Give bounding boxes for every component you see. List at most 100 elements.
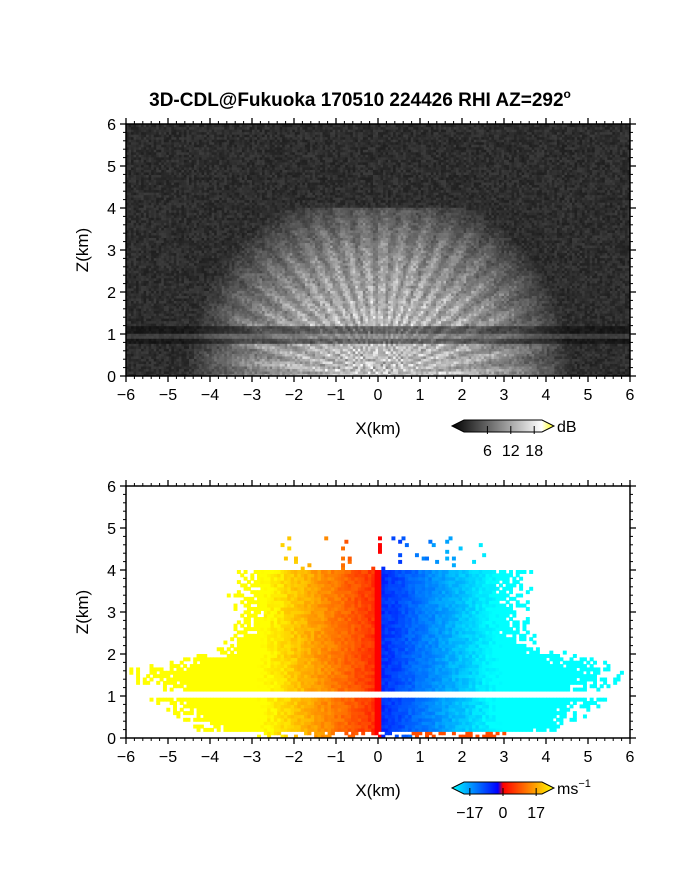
backscatter-cell	[126, 174, 130, 178]
backscatter-cell	[141, 141, 145, 145]
backscatter-cell	[126, 139, 130, 143]
backscatter-cell	[133, 297, 137, 301]
backscatter-cell	[148, 176, 152, 181]
backscatter-cell	[131, 315, 135, 319]
backscatter-cell	[158, 227, 162, 231]
backscatter-cell	[128, 131, 132, 135]
backscatter-cell	[128, 252, 132, 256]
backscatter-cell	[173, 242, 177, 246]
backscatter-cell	[163, 171, 167, 175]
backscatter-cell	[158, 333, 162, 337]
backscatter-cell	[131, 250, 135, 254]
backscatter-cell	[133, 282, 137, 286]
backscatter-cell	[156, 166, 160, 170]
backscatter-cell	[128, 355, 132, 359]
backscatter-cell	[181, 197, 185, 201]
backscatter-cell	[158, 250, 162, 254]
backscatter-cell	[146, 363, 150, 367]
backscatter-cell	[133, 189, 137, 193]
backscatter-cell	[153, 227, 157, 231]
backscatter-cell	[173, 214, 177, 218]
backscatter-cell	[153, 154, 157, 158]
backscatter-cell	[163, 252, 167, 256]
backscatter-cell	[143, 272, 147, 276]
backscatter-cell	[173, 373, 177, 376]
backscatter-cell	[173, 136, 177, 140]
backscatter-cell	[176, 214, 180, 218]
backscatter-cell	[143, 197, 147, 201]
backscatter-cell	[143, 315, 147, 319]
backscatter-cell	[146, 333, 150, 337]
backscatter-cell	[181, 280, 185, 284]
backscatter-cell	[178, 265, 183, 269]
backscatter-cell	[146, 171, 150, 175]
backscatter-cell	[133, 224, 137, 228]
backscatter-cell	[146, 204, 150, 208]
backscatter-cell	[156, 297, 160, 301]
backscatter-cell	[161, 204, 165, 208]
backscatter-cell	[148, 252, 152, 256]
backscatter-cell	[171, 131, 175, 135]
backscatter-cell	[126, 340, 130, 344]
backscatter-cell	[143, 176, 147, 181]
backscatter-cell	[153, 144, 157, 148]
backscatter-cell	[128, 124, 132, 128]
backscatter-cell	[138, 295, 142, 299]
backscatter-cell	[161, 302, 165, 307]
backscatter-cell	[143, 275, 147, 279]
backscatter-cell	[171, 212, 175, 216]
backscatter-cell	[141, 282, 145, 286]
backscatter-cell	[171, 232, 175, 236]
backscatter-cell	[178, 214, 183, 218]
backscatter-cell	[128, 161, 132, 165]
backscatter-cell	[156, 229, 160, 233]
backscatter-cell	[128, 181, 132, 186]
backscatter-cell	[166, 255, 170, 259]
backscatter-cell	[163, 302, 167, 307]
backscatter-cell	[136, 290, 140, 294]
backscatter-cell	[181, 272, 185, 276]
backscatter-cell	[161, 310, 165, 314]
backscatter-cell	[176, 222, 180, 226]
backscatter-cell	[141, 169, 145, 173]
backscatter-cell	[138, 159, 142, 163]
backscatter-cell	[156, 350, 160, 354]
backscatter-cell	[158, 267, 162, 271]
backscatter-cell	[128, 270, 132, 274]
backscatter-cell	[151, 184, 155, 188]
backscatter-cell	[143, 244, 147, 249]
backscatter-cell	[151, 325, 155, 329]
backscatter-cell	[133, 126, 137, 130]
backscatter-cell	[178, 282, 183, 286]
backscatter-cell	[161, 144, 165, 148]
backscatter-cell	[143, 335, 147, 339]
backscatter-cell	[176, 232, 180, 236]
backscatter-cell	[171, 270, 175, 274]
backscatter-cell	[168, 176, 172, 181]
backscatter-cell	[148, 330, 152, 334]
backscatter-cell	[156, 184, 160, 188]
backscatter-cell	[183, 239, 188, 244]
backscatter-cell	[156, 272, 160, 276]
backscatter-cell	[181, 265, 185, 269]
backscatter-cell	[158, 232, 162, 236]
backscatter-cell	[153, 141, 157, 145]
backscatter-cell	[171, 365, 175, 370]
backscatter-cell	[151, 144, 155, 148]
backscatter-cell	[176, 343, 180, 347]
backscatter-cell	[178, 184, 183, 188]
backscatter-cell	[168, 149, 172, 153]
backscatter-cell	[166, 260, 170, 264]
backscatter-cell	[161, 323, 165, 327]
backscatter-cell	[166, 204, 170, 208]
backscatter-cell	[126, 217, 130, 221]
backscatter-cell	[126, 297, 130, 301]
backscatter-cell	[151, 126, 155, 130]
backscatter-cell	[133, 315, 137, 319]
backscatter-cell	[153, 290, 157, 294]
backscatter-cell	[153, 134, 157, 138]
backscatter-cell	[176, 156, 180, 160]
backscatter-cell	[133, 272, 137, 276]
backscatter-cell	[151, 285, 155, 289]
backscatter-cell	[133, 149, 137, 153]
